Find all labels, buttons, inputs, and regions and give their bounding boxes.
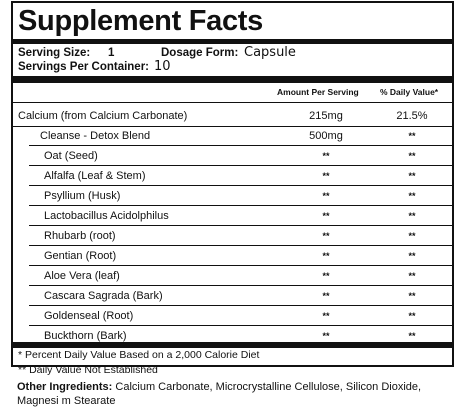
ingredient-daily-value: ** [408,331,416,341]
ingredient-name: Rhubarb (root) [44,230,116,242]
ingredient-name: Aloe Vera (leaf) [44,270,120,282]
ingredient-row: Oat (Seed) ** ** [13,147,452,166]
footnote-daily-value: * Percent Daily Value Based on a 2,000 C… [18,349,260,361]
ingredient-name: Cascara Sagrada (Bark) [44,290,163,302]
ingredient-amount: ** [322,171,330,181]
blend-row: Cleanse - Detox Blend 500mg ** [13,127,452,146]
blend-name: Cleanse - Detox Blend [40,130,151,142]
ingredient-amount: ** [322,291,330,301]
serving-divider [13,76,452,83]
ingredient-amount: ** [322,331,330,341]
ingredient-daily-value: ** [408,251,416,261]
serving-size-value: 1 [108,47,115,59]
ingredient-amount: ** [322,211,330,221]
ingredient-daily-value: ** [408,191,416,201]
blend-amount: 500mg [309,130,343,142]
servings-per-container-value: 10 [154,59,171,74]
ingredient-row: Psyllium (Husk) ** ** [13,187,452,206]
ingredient-amount: ** [322,311,330,321]
nutrient-amount: 215mg [309,110,343,122]
ingredient-daily-value: ** [408,311,416,321]
ingredient-name: Lactobacillus Acidolphilus [44,210,169,222]
ingredient-name: Gentian (Root) [44,250,117,262]
footnote-not-established: ** Daily Value Not Established [18,364,158,376]
ingredient-daily-value: ** [408,171,416,181]
ingredient-name: Buckthorn (Bark) [44,330,127,342]
ingredient-amount: ** [322,231,330,241]
calcium-divider [13,126,452,127]
supplement-facts-panel: Supplement Facts Serving Size: 1 Dosage … [11,1,454,376]
ingredient-daily-value: ** [408,211,416,221]
nutrient-name: Calcium (from Calcium Carbonate) [18,110,188,122]
ingredient-amount: ** [322,271,330,281]
ingredient-amount: ** [322,151,330,161]
amount-per-serving-header: Amount Per Serving [277,87,359,97]
dosage-form-value: Capsule [244,45,296,60]
nutrient-daily-value: 21.5% [396,110,428,122]
other-ingredients-text: Calcium Carbonate, Microcrystalline Cell… [17,381,422,407]
footer-divider [13,342,452,348]
ingredient-daily-value: ** [408,231,416,241]
ingredient-amount: ** [322,251,330,261]
panel-title: Supplement Facts [18,5,263,37]
ingredient-daily-value: ** [408,271,416,281]
blend-daily-value: ** [408,131,416,141]
ingredient-row: Aloe Vera (leaf) ** ** [13,267,452,286]
ingredient-row: Cascara Sagrada (Bark) ** ** [13,287,452,306]
header-divider [13,102,452,103]
servings-per-container-label: Servings Per Container: [18,61,150,73]
daily-value-header: % Daily Value* [380,87,439,97]
serving-size-label: Serving Size: [18,47,91,59]
ingredient-row: Rhubarb (root) ** ** [13,227,452,246]
other-ingredients-label: Other Ingredients: [17,381,113,393]
ingredient-name: Oat (Seed) [44,150,98,162]
ingredient-daily-value: ** [408,291,416,301]
ingredient-name: Goldenseal (Root) [44,310,134,322]
ingredient-row: Gentian (Root) ** ** [13,247,452,266]
ingredient-row: Alfalfa (Leaf & Stem) ** ** [13,167,452,186]
title-divider [13,39,452,44]
dosage-form-label: Dosage Form: [161,47,239,59]
ingredient-name: Psyllium (Husk) [44,190,121,202]
ingredient-row: Buckthorn (Bark) ** ** [13,327,452,346]
ingredient-name: Alfalfa (Leaf & Stem) [44,170,146,182]
ingredient-row: Lactobacillus Acidolphilus ** ** [13,207,452,226]
ingredient-daily-value: ** [408,151,416,161]
other-ingredients: Other Ingredients: Calcium Carbonate, Mi… [17,380,457,408]
calcium-row: Calcium (from Calcium Carbonate) 215mg 2… [13,107,452,126]
ingredient-row: Goldenseal (Root) ** ** [13,307,452,326]
ingredient-amount: ** [322,191,330,201]
